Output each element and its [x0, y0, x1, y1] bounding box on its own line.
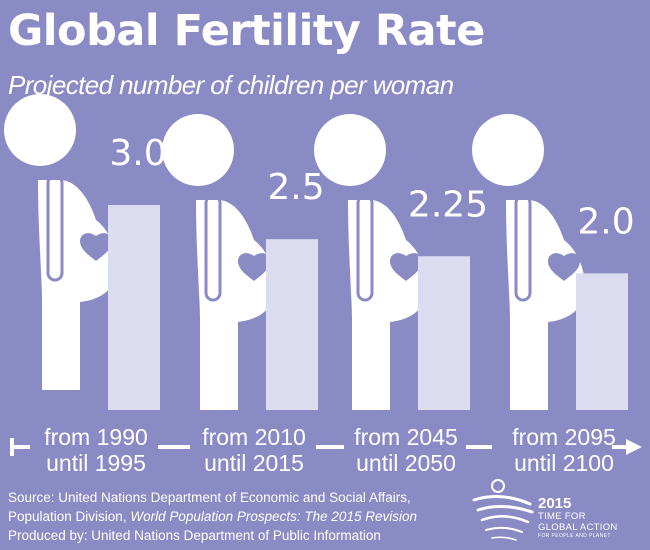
logo-tagline: FOR PEOPLE AND PLANET — [538, 533, 611, 539]
chart-subtitle: Projected number of children per woman — [8, 70, 454, 100]
source-publication: World Population Prospects: The 2015 Rev… — [130, 509, 417, 524]
chart-title: Global Fertility Rate — [8, 6, 485, 56]
global-action-logo: 2015 TIME FOR GLOBAL ACTION FOR PEOPLE A… — [468, 478, 648, 548]
bar — [266, 239, 318, 410]
logo-line-2: GLOBAL ACTION — [538, 522, 618, 533]
tick-label-until: until 1995 — [46, 450, 146, 476]
pregnant-woman-icon — [312, 112, 429, 412]
value-label: 2.5 — [267, 167, 324, 208]
axis-arrow-icon — [626, 439, 642, 455]
timeline-axis — [10, 438, 642, 456]
value-label: 2.0 — [577, 201, 634, 242]
pregnant-woman-icon — [160, 112, 277, 412]
bars-group — [108, 205, 628, 410]
tick-label-from: from 2045 — [354, 424, 458, 450]
logo-line-1: TIME FOR — [538, 511, 586, 522]
source-note: Source: United Nations Department of Eco… — [8, 488, 417, 545]
pregnant-woman-icon — [2, 92, 119, 392]
tick-label-from: from 1990 — [44, 424, 148, 450]
logo-year: 2015 — [538, 495, 572, 512]
pregnant-woman-icon — [470, 112, 587, 412]
tick-label-until: until 2015 — [204, 450, 304, 476]
value-labels-group: 3.0 2.5 2.25 2.0 — [109, 133, 634, 242]
value-label: 2.25 — [408, 184, 488, 225]
source-line-1: Source: United Nations Department of Eco… — [8, 490, 411, 505]
source-line-2: Population Division, World Population Pr… — [8, 507, 417, 526]
bar — [576, 273, 628, 410]
value-label: 3.0 — [109, 133, 166, 174]
bar — [108, 205, 160, 410]
tick-label-until: until 2050 — [356, 450, 456, 476]
running-figure-icon — [472, 479, 534, 541]
tick-label-from: from 2095 — [512, 424, 616, 450]
source-line-3: Produced by: United Nations Department o… — [8, 528, 381, 543]
tick-label-from: from 2010 — [202, 424, 306, 450]
logo-text: 2015 TIME FOR GLOBAL ACTION FOR PEOPLE A… — [538, 496, 618, 540]
source-line-2-plain: Population Division, — [8, 509, 131, 524]
tick-label-until: until 2100 — [514, 450, 614, 476]
bar — [418, 256, 470, 410]
